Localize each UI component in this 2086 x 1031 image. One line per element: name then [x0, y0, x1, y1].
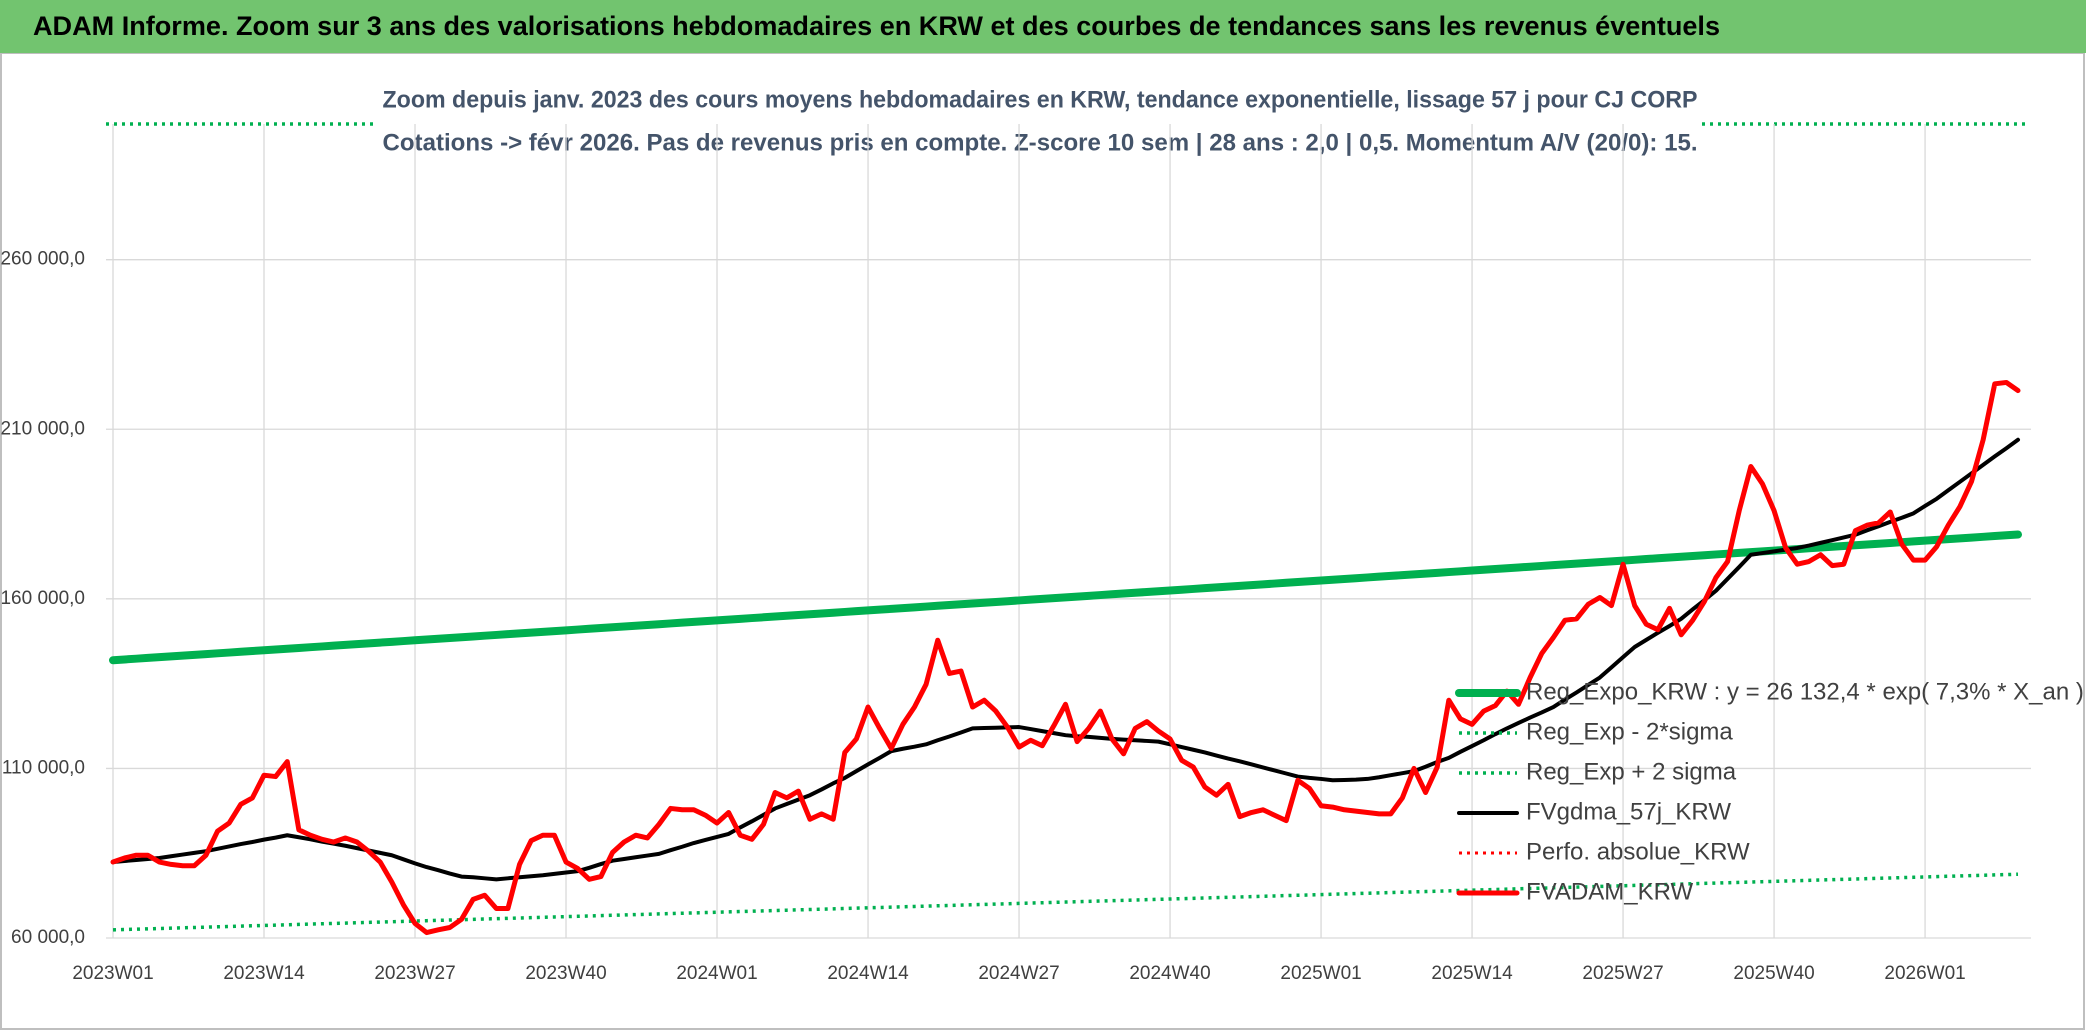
- legend-label: Reg_Exp + 2 sigma: [1526, 758, 1737, 785]
- legend-label: Reg_Exp - 2*sigma: [1526, 718, 1733, 745]
- y-tick-label: 210 000,0: [0, 418, 85, 439]
- x-tick-label: 2025W40: [1733, 963, 1814, 984]
- chart-border: [0, 52, 2085, 1030]
- x-tick-label: 2025W01: [1280, 963, 1361, 984]
- y-tick-label: 160 000,0: [0, 588, 85, 609]
- chart-title: ADAM Informe. Zoom sur 3 ans des valoris…: [33, 11, 1720, 41]
- title-bar: [0, 0, 2086, 53]
- legend-label: FVgdma_57j_KRW: [1526, 798, 1731, 825]
- legend-label: Perfo. absolue_KRW: [1526, 838, 1750, 865]
- x-tick-label: 2026W01: [1884, 963, 1965, 984]
- legend-label: FVADAM_KRW: [1526, 878, 1693, 905]
- x-tick-label: 2025W14: [1431, 963, 1513, 984]
- x-tick-label: 2023W27: [374, 963, 455, 984]
- series-line: [112, 872, 2019, 932]
- x-tick-label: 2024W14: [827, 963, 909, 984]
- x-tick-label: 2025W27: [1582, 963, 1663, 984]
- y-tick-label: 260 000,0: [0, 249, 85, 270]
- series-line: [110, 379, 2021, 936]
- x-tick-label: 2023W14: [223, 963, 305, 984]
- legend-label: Reg_Expo_KRW : y = 26 132,4 * exp( 7,3% …: [1526, 678, 2084, 705]
- x-tick-label: 2023W40: [525, 963, 606, 984]
- y-tick-label: 60 000,0: [11, 927, 85, 948]
- x-tick-label: 2024W40: [1129, 963, 1210, 984]
- x-tick-label: 2024W01: [676, 963, 757, 984]
- y-tick-label: 110 000,0: [2, 757, 85, 778]
- chart-subtitle: Zoom depuis janv. 2023 des cours moyens …: [383, 86, 1698, 113]
- x-tick-label: 2023W01: [72, 963, 153, 984]
- series-line: [109, 530, 2022, 665]
- chart-subtitle: Cotations -> févr 2026. Pas de revenus p…: [383, 129, 1698, 156]
- x-tick-label: 2024W27: [978, 963, 1059, 984]
